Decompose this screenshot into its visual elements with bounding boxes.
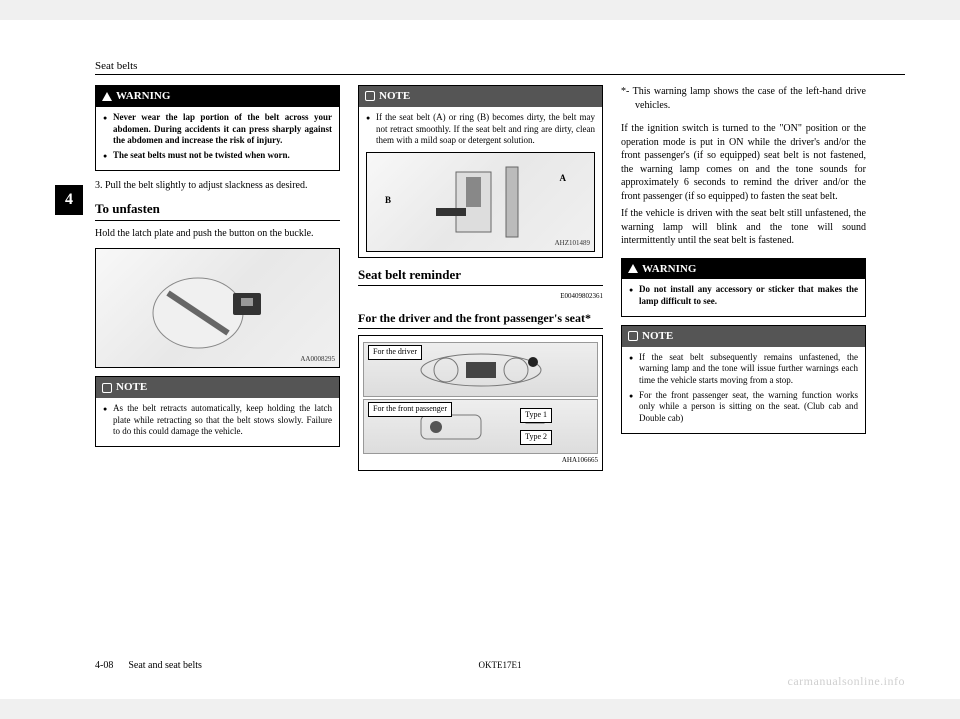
note-body: If the seat belt subsequently remains un… [622,347,865,433]
warning-label: WARNING [116,89,170,104]
type1-badge: Type 1 [520,408,552,423]
note-icon [628,331,638,341]
warning-icon [628,264,638,273]
dashboard-panel: For the driver For the front passenger T… [358,335,603,470]
reminder-para-2: If the vehicle is driven with the seat b… [621,207,866,248]
warning-callout: WARNING Never wear the lap portion of th… [95,85,340,171]
type2-badge: Type 2 [520,430,552,445]
footer-left: 4-08 Seat and seat belts [95,660,202,671]
heading-reminder: Seat belt reminder [358,266,603,287]
watermark: carmanualsonline.info [788,674,905,689]
heading-unfasten: To unfasten [95,200,340,221]
driver-cluster-illustration [411,350,551,390]
manual-page: Seat belts 4 WARNING Never wear the lap … [0,20,960,699]
note-item: If the seat belt (A) or ring (B) becomes… [366,112,595,147]
note-body: As the belt retracts automatically, keep… [96,398,339,446]
warning-body: Do not install any accessory or sticker … [622,279,865,315]
warning-callout-2: WARNING Do not install any accessory or … [621,258,866,317]
note-label: NOTE [379,89,410,104]
footer-center: OKTE17E1 [479,660,522,670]
column-2: NOTE If the seat belt (A) or ring (B) be… [358,85,603,477]
page-number: 4-08 [95,660,113,671]
note-item: For the front passenger seat, the warnin… [629,390,858,425]
warning-item: Never wear the lap portion of the belt a… [103,112,332,147]
chapter-tab: 4 [55,185,83,215]
unfasten-text: Hold the latch plate and push the button… [95,227,340,241]
label-b: B [385,195,391,207]
page-footer: 4-08 Seat and seat belts OKTE17E1 [95,660,905,671]
note-callout: NOTE As the belt retracts automatically,… [95,376,340,447]
note-icon [102,383,112,393]
warning-icon [102,92,112,101]
label-a: A [560,173,567,185]
figure-id: AA0008295 [300,355,335,364]
note-icon [365,91,375,101]
heading-driver-front: For the driver and the front passenger's… [358,310,603,329]
section-name: Seat and seat belts [128,660,202,671]
belt-ring-illustration [406,162,556,242]
column-3: *- This warning lamp shows the case of t… [621,85,866,477]
figure-belt-ring: A B AHZ101489 [366,152,595,252]
reminder-para-1: If the ignition switch is turned to the … [621,122,866,203]
note-label: NOTE [642,329,673,344]
passenger-dash: For the front passenger Type 1 Type 2 [363,399,598,454]
note-header: NOTE [622,326,865,347]
note-body: If the seat belt (A) or ring (B) becomes… [359,107,602,257]
warning-label: WARNING [642,262,696,277]
figure-id: AHZ101489 [555,239,590,248]
warning-header: WARNING [622,259,865,280]
figure-id: AHA106665 [363,456,598,465]
warning-header: WARNING [96,86,339,107]
driver-label: For the driver [368,345,422,360]
note-callout-2: NOTE If the seat belt (A) or ring (B) be… [358,85,603,258]
header-title: Seat belts [95,60,137,72]
step-3: 3. Pull the belt slightly to adjust slac… [95,179,340,193]
passenger-label: For the front passenger [368,402,452,417]
note-header: NOTE [359,86,602,107]
figure-unfasten: AA0008295 [95,248,340,368]
section-id: E00409802361 [358,292,603,301]
warning-body: Never wear the lap portion of the belt a… [96,107,339,170]
legend-asterisk: *- This warning lamp shows the case of t… [621,85,866,112]
driver-dash: For the driver [363,342,598,397]
warning-item: Do not install any accessory or sticker … [629,284,858,307]
page-header: Seat belts [95,60,905,75]
note-header: NOTE [96,377,339,398]
note-callout-3: NOTE If the seat belt subsequently remai… [621,325,866,434]
content-columns: WARNING Never wear the lap portion of th… [95,85,905,477]
seatbelt-illustration [138,263,298,353]
note-label: NOTE [116,380,147,395]
warning-item: The seat belts must not be twisted when … [103,150,332,162]
note-item: As the belt retracts automatically, keep… [103,403,332,438]
column-1: WARNING Never wear the lap portion of th… [95,85,340,477]
note-item: If the seat belt subsequently remains un… [629,352,858,387]
